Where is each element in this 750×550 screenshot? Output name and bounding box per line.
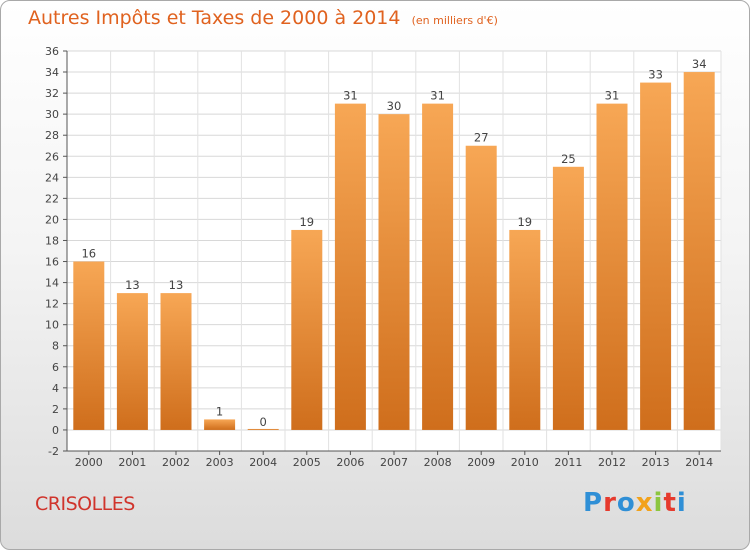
- x-tick-label-2002: 2002: [162, 456, 190, 469]
- logo-letter: o: [616, 488, 636, 518]
- data-label-2007: 30: [387, 99, 402, 113]
- y-tick-label: 36: [45, 45, 59, 58]
- proxiti-logo: Proxiti: [583, 488, 687, 518]
- bar-2000: [73, 261, 105, 430]
- bar-2001: [116, 293, 148, 430]
- y-tick-label: -2: [48, 445, 59, 458]
- x-tick-label-2006: 2006: [336, 456, 364, 469]
- y-tick-label: 10: [45, 319, 59, 332]
- y-tick-label: 28: [45, 129, 59, 142]
- x-tick-label-2005: 2005: [293, 456, 321, 469]
- logo-letter: i: [653, 488, 664, 518]
- data-label-2010: 19: [517, 215, 532, 229]
- bar-2014: [683, 72, 715, 430]
- x-tick-label-2003: 2003: [206, 456, 234, 469]
- x-tick-label-2012: 2012: [598, 456, 626, 469]
- data-label-2003: 1: [216, 404, 223, 418]
- chart-title-block: Autres Impôts et Taxes de 2000 à 2014 (e…: [28, 7, 498, 29]
- y-tick-label: 2: [52, 403, 59, 416]
- x-tick-label-2007: 2007: [380, 456, 408, 469]
- logo-letter: x: [635, 488, 654, 518]
- y-tick-label: 24: [45, 171, 59, 184]
- x-tick-label-2014: 2014: [685, 456, 713, 469]
- y-tick-label: 34: [45, 66, 59, 79]
- bar-2004: [247, 428, 279, 430]
- y-tick-label: 0: [52, 424, 59, 437]
- y-tick-label: 4: [52, 382, 59, 395]
- y-tick-label: 20: [45, 213, 59, 226]
- chart-title: Autres Impôts et Taxes de 2000 à 2014: [28, 7, 401, 29]
- data-label-2012: 31: [605, 89, 620, 103]
- x-tick-label-2010: 2010: [511, 456, 539, 469]
- data-label-2009: 27: [474, 131, 489, 145]
- y-tick-label: 6: [52, 361, 59, 374]
- data-label-2011: 25: [561, 152, 576, 166]
- y-tick-label: 12: [45, 298, 59, 311]
- data-label-2008: 31: [430, 89, 445, 103]
- data-label-2006: 31: [343, 89, 358, 103]
- y-tick-label: 30: [45, 108, 59, 121]
- logo-letter: i: [676, 488, 687, 518]
- bar-2003: [204, 419, 236, 430]
- city-name: CRISOLLES: [35, 493, 135, 515]
- x-tick-label-2013: 2013: [642, 456, 670, 469]
- data-label-2005: 19: [299, 215, 314, 229]
- y-tick-label: 8: [52, 340, 59, 353]
- data-label-2004: 0: [260, 415, 267, 429]
- y-tick-label: 26: [45, 150, 59, 163]
- bar-2009: [465, 145, 497, 430]
- y-tick-label: 32: [45, 87, 59, 100]
- data-label-2002: 13: [169, 278, 184, 292]
- bar-2008: [422, 103, 454, 430]
- data-label-2013: 33: [648, 68, 663, 82]
- y-tick-label: 18: [45, 234, 59, 247]
- logo-letter: P: [583, 488, 604, 518]
- bar-2013: [640, 82, 672, 430]
- y-tick-label: 14: [45, 277, 59, 290]
- x-tick-label-2008: 2008: [424, 456, 452, 469]
- bar-2012: [596, 103, 628, 430]
- x-tick-label-2011: 2011: [554, 456, 582, 469]
- bar-2011: [552, 166, 584, 430]
- chart-subtitle: (en milliers d'€): [411, 14, 498, 27]
- bar-2002: [160, 293, 192, 430]
- x-tick-label-2000: 2000: [75, 456, 103, 469]
- data-label-2000: 16: [81, 247, 96, 261]
- x-tick-label-2004: 2004: [249, 456, 277, 469]
- data-label-2014: 34: [692, 57, 707, 71]
- data-label-2001: 13: [125, 278, 140, 292]
- y-tick-label: 22: [45, 192, 59, 205]
- bar-2006: [334, 103, 366, 430]
- x-tick-label-2009: 2009: [467, 456, 495, 469]
- logo-letter: r: [603, 488, 617, 518]
- x-tick-label-2001: 2001: [118, 456, 146, 469]
- bar-2007: [378, 114, 410, 430]
- logo-letter: t: [663, 488, 677, 518]
- bar-2010: [509, 229, 541, 430]
- y-tick-label: 16: [45, 256, 59, 269]
- bar-2005: [291, 229, 323, 430]
